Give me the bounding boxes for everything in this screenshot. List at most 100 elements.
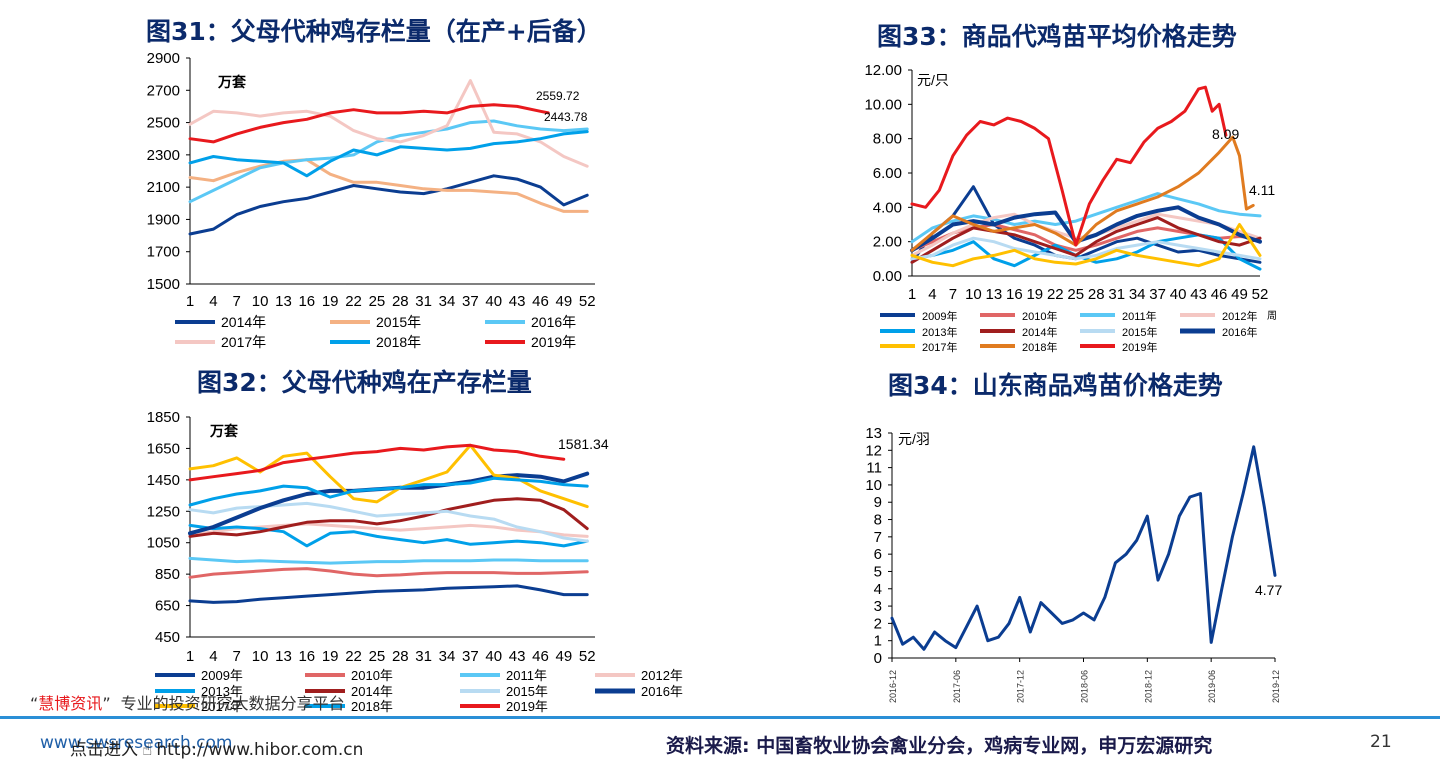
c32-series-2015年 (188, 501, 589, 543)
hand-pointer-icon: ☝ (142, 740, 153, 760)
c32-x-tick-label: 37 (462, 648, 479, 665)
c33-legend-label: 2012年 (1222, 309, 1257, 323)
c33-x-tick-label: 31 (1108, 286, 1125, 303)
c34-unit-label: 元/羽 (898, 431, 930, 447)
c32-y-tick-label: 1250 (147, 503, 180, 520)
c32-data-label: 1581.34 (558, 436, 609, 452)
chart-32: 450 650 850 1050 1250 1450 1650 1850 1 4 7 10 13 16 19… (147, 409, 683, 714)
c32-legend-label: 2017年 (201, 699, 243, 714)
c32-x-tick-label: 28 (392, 648, 409, 665)
c33-x-tick-label: 10 (965, 286, 982, 303)
c32-legend-label: 2013年 (201, 684, 243, 699)
c34-x-tick-label: 2017-06 (952, 670, 962, 703)
c32-x-tick-label: 19 (322, 648, 339, 665)
brand-quote-open: “ (30, 694, 39, 713)
source-note: 资料来源: 中国畜牧业协会禽业分会，鸡病专业网，申万宏源研究 (666, 735, 1213, 757)
c32-x-tick-label: 1 (186, 648, 194, 665)
c33-x-tick-label: 1 (908, 286, 916, 303)
brand-name[interactable]: 慧博资讯 (38, 694, 103, 713)
c32-series-2018年 (188, 476, 589, 507)
c31-x-tick-label: 28 (392, 293, 409, 310)
c33-legend-label: 2011年 (1122, 309, 1157, 323)
c33-legend-label: 2010年 (1022, 309, 1057, 323)
c33-x-tick-label: 7 (949, 286, 957, 303)
page-number: 21 (1370, 732, 1392, 752)
brand-line: “慧博资讯” 专业的投资研究大数据分享平台 (30, 690, 345, 714)
c33-x-tick-label: 34 (1129, 286, 1146, 303)
c34-x-tick-label: 2019-12 (1271, 670, 1281, 703)
c31-x-tick-label: 4 (209, 293, 217, 310)
c32-x-tick-label: 31 (415, 648, 432, 665)
c32-unit-label: 万套 (209, 423, 238, 439)
c31-x-tick-label: 16 (298, 293, 315, 310)
c32-x-tick-label: 43 (509, 648, 526, 665)
c33-y-tick-label: 10.00 (864, 96, 902, 113)
chart34-title: 图34：山东商品鸡苗价格走势 (888, 371, 1223, 400)
c32-x-tick-label: 49 (556, 648, 573, 665)
c31-x-tick-label: 37 (462, 293, 479, 310)
c31-y-tick-label: 1700 (147, 244, 180, 261)
c32-series-2010年 (188, 567, 589, 579)
c33-legend-label: 2009年 (922, 309, 957, 323)
c32-legend-label: 2015年 (506, 684, 548, 699)
c34-y-tick-label: 10 (865, 477, 882, 494)
c32-x-tick-label: 46 (532, 648, 549, 665)
c33-y-tick-label: 6.00 (873, 165, 902, 182)
c34-y-tick-label: 9 (874, 494, 882, 511)
brand-tagline: 专业的投资研究大数据分享平台 (120, 694, 345, 713)
c31-data-label: 2443.78 (544, 110, 588, 124)
c34-y-tick-label: 11 (866, 460, 882, 477)
c31-x-tick-label: 7 (233, 293, 241, 310)
c32-series-2011年 (188, 556, 589, 565)
c33-x-tick-label: 52 (1252, 286, 1269, 303)
c31-legend-label: 2014年 (221, 314, 266, 330)
c31-legend-label: 2015年 (376, 314, 421, 330)
c32-x-tick-label: 16 (298, 648, 315, 665)
c31-data-label: 2559.72 (536, 89, 580, 103)
c32-legend-label: 2010年 (351, 668, 393, 683)
c34-y-tick-label: 2 (874, 615, 882, 632)
c32-y-tick-label: 850 (155, 566, 180, 583)
c31-series-2017年 (188, 79, 589, 168)
click-url[interactable]: http://www.hibor.com.cn (156, 740, 364, 760)
c33-y-tick-label: 4.00 (873, 199, 902, 216)
c34-x-tick-label: 2017-12 (1016, 670, 1026, 703)
c31-legend-label: 2017年 (221, 334, 266, 350)
c32-y-tick-label: 1450 (147, 472, 180, 489)
c33-legend-label: 2014年 (1022, 325, 1057, 339)
c31-legend-label: 2019年 (531, 334, 576, 350)
c33-legend-label: 2016年 (1222, 325, 1257, 339)
c34-y-tick-label: 0 (874, 650, 882, 667)
c34-y-tick-label: 3 (874, 598, 882, 615)
c33-y-tick-label: 12.00 (864, 62, 902, 79)
c33-y-tick-label: 0.00 (873, 268, 902, 285)
click-entry[interactable]: 点击进入 ☝ http://www.hibor.com.cn (70, 735, 363, 760)
c34-x-tick-label: 2019-06 (1207, 670, 1217, 703)
c34-y-tick-label: 6 (874, 546, 882, 563)
c32-legend-label: 2011年 (506, 668, 547, 683)
c31-y-tick-label: 2100 (147, 179, 180, 196)
c31-unit-label: 万套 (217, 74, 246, 90)
website-link[interactable]: www.swsresearch.com (40, 733, 233, 753)
c32-x-tick-label: 22 (345, 648, 362, 665)
c31-y-tick-label: 2900 (147, 50, 180, 67)
c32-x-tick-label: 40 (485, 648, 502, 665)
c33-x-unit-label: 周 (1267, 310, 1277, 322)
c33-x-tick-label: 37 (1149, 286, 1166, 303)
c31-y-tick-label: 2700 (147, 82, 180, 99)
c33-x-tick-label: 16 (1006, 286, 1023, 303)
c33-x-tick-label: 40 (1170, 286, 1187, 303)
c32-legend-label: 2019年 (506, 699, 548, 714)
c32-legend-label: 2016年 (641, 684, 683, 699)
c33-series-2014年 (910, 216, 1262, 264)
c31-x-tick-label: 46 (532, 293, 549, 310)
chart31-title: 图31：父母代种鸡存栏量（在产+后备） (146, 17, 602, 46)
c32-x-tick-label: 7 (233, 648, 241, 665)
c31-series-2019年 (188, 103, 550, 144)
c33-x-tick-label: 43 (1190, 286, 1207, 303)
c33-legend-label: 2013年 (922, 325, 957, 339)
c34-y-tick-label: 13 (865, 425, 882, 442)
chart32-title: 图32：父母代种鸡在产存栏量 (197, 368, 532, 397)
